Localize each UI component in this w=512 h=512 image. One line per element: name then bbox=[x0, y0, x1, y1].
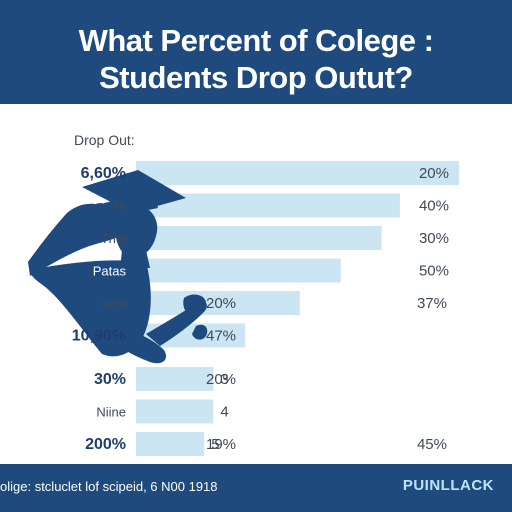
row-label: 200% bbox=[85, 436, 126, 453]
row-label: 10,90% bbox=[72, 328, 126, 345]
chart-area: Drop Out: 6,60% 20% Te 40% Thei 30% Patas 50% Te… bbox=[0, 104, 512, 464]
bar-value-label: 3 bbox=[220, 371, 228, 388]
footer-banner: olige: stcluclet lof scipeid, 6 N00 1918… bbox=[0, 464, 512, 512]
bar-value-label: 4 bbox=[220, 404, 228, 421]
bar bbox=[136, 161, 460, 185]
row-label: Tege bbox=[98, 296, 126, 311]
row-label: 30% bbox=[94, 371, 126, 388]
bar-value-label: 50% bbox=[419, 263, 449, 280]
brand-logo: PUINLLACK bbox=[402, 477, 494, 494]
bar bbox=[136, 226, 382, 250]
source-note: olige: stcluclet lof scipeid, 6 N00 1918 bbox=[0, 479, 218, 494]
row-label: Thei bbox=[101, 231, 126, 246]
bar bbox=[136, 367, 214, 391]
row-label: 6,60% bbox=[81, 165, 126, 182]
chart-title: What Percent of Colege : Students Drop O… bbox=[0, 22, 512, 96]
row-label: Te bbox=[112, 199, 126, 214]
row-label: Niine bbox=[96, 405, 126, 420]
label-group: 6,60% 20% Te 40% Thei 30% Patas 50% Tege 20% 37% 10… bbox=[72, 165, 449, 453]
bar-inside-value: 47% bbox=[206, 328, 236, 345]
bar-chart: 6,60% 20% Te 40% Thei 30% Patas 50% Tege 20% 37% 10… bbox=[28, 161, 460, 456]
graduate-silhouette-icon bbox=[28, 170, 208, 364]
chart-title-line-2: Students Drop Outut? bbox=[99, 60, 413, 95]
bar-inside-value: 20% bbox=[206, 295, 236, 312]
bar-value-label: 40% bbox=[419, 198, 449, 215]
title-banner: What Percent of Colege : Students Drop O… bbox=[0, 0, 512, 104]
bar bbox=[136, 258, 341, 283]
bar bbox=[136, 399, 214, 424]
chart-title-line-1: What Percent of Colege : bbox=[78, 23, 434, 58]
bar-value-label: 30% bbox=[419, 230, 449, 247]
bar-value-label: 20% bbox=[419, 165, 449, 182]
bar bbox=[136, 432, 205, 456]
axis-caption: Drop Out: bbox=[74, 132, 135, 148]
row-label: Patas bbox=[93, 264, 127, 279]
row-far-value: 45% bbox=[417, 436, 447, 453]
bar-inside-value: 20% bbox=[206, 371, 236, 388]
bar-inside-value: 19% bbox=[206, 436, 236, 453]
row-far-value: 37% bbox=[417, 295, 447, 312]
bar-value-label: 5 bbox=[211, 436, 219, 453]
bar bbox=[136, 291, 300, 315]
